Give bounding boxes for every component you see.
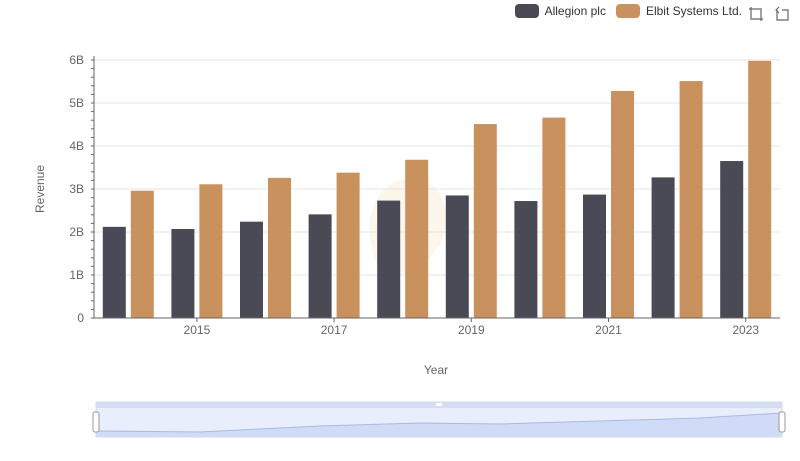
bar-allegion-2019[interactable] <box>445 195 469 318</box>
x-tick-label: 2017 <box>321 323 348 337</box>
legend-label-allegion: Allegion plc <box>544 4 606 18</box>
legend: Allegion plc Elbit Systems Ltd. <box>514 4 742 18</box>
bar-allegion-2017[interactable] <box>308 214 332 318</box>
bars <box>102 60 772 319</box>
legend-swatch-allegion <box>514 4 539 18</box>
x-tick-label: 2023 <box>732 323 759 337</box>
datazoom-handle-left[interactable] <box>92 411 100 433</box>
y-tick-label: 6B <box>69 53 84 67</box>
bar-elbit-2014[interactable] <box>130 190 154 318</box>
bar-allegion-2020[interactable] <box>514 201 538 318</box>
x-axis-title: Year <box>424 363 448 377</box>
legend-item-elbit[interactable]: Elbit Systems Ltd. <box>615 4 742 18</box>
legend-label-elbit: Elbit Systems Ltd. <box>645 4 742 18</box>
zoom-icon[interactable] <box>748 6 764 22</box>
bar-allegion-2022[interactable] <box>651 177 675 318</box>
bar-elbit-2020[interactable] <box>542 117 566 319</box>
bar-allegion-2018[interactable] <box>377 200 401 318</box>
x-tick-label: 2015 <box>184 323 211 337</box>
bar-elbit-2023[interactable] <box>748 60 772 319</box>
y-tick-label: 4B <box>69 139 84 153</box>
axes: 0 1B 2B 3B 4B 5B 6B 2015 2017 2019 2021 2023 <box>69 53 780 337</box>
datazoom-move-handle[interactable] <box>436 403 442 406</box>
bar-allegion-2014[interactable] <box>102 226 126 318</box>
x-tick-label: 2021 <box>595 323 622 337</box>
toolbox <box>748 6 790 22</box>
y-tick-label: 3B <box>69 182 84 196</box>
datazoom-preview-line <box>95 412 783 433</box>
bar-allegion-2021[interactable] <box>583 194 606 318</box>
bar-elbit-2019[interactable] <box>473 124 497 318</box>
y-tick-label: 5B <box>69 96 84 110</box>
bar-elbit-2021[interactable] <box>611 90 634 319</box>
datazoom-handle-right[interactable] <box>778 411 786 433</box>
restore-icon[interactable] <box>774 6 790 22</box>
bar-allegion-2015[interactable] <box>171 228 195 318</box>
y-tick-label: 0 <box>77 311 84 325</box>
bar-elbit-2016[interactable] <box>268 177 291 318</box>
datazoom-preview-area <box>96 413 782 437</box>
legend-swatch-elbit <box>615 4 640 18</box>
bar-elbit-2018[interactable] <box>405 159 429 318</box>
legend-item-allegion[interactable]: Allegion plc <box>514 4 606 18</box>
bar-allegion-2016[interactable] <box>240 221 263 318</box>
datazoom-slider[interactable] <box>92 401 786 438</box>
x-tick-label: 2019 <box>458 323 485 337</box>
bar-elbit-2015[interactable] <box>199 184 223 318</box>
bar-elbit-2022[interactable] <box>679 81 703 318</box>
y-axis-title: Revenue <box>33 165 47 213</box>
y-tick-label: 1B <box>69 268 84 282</box>
y-tick-label: 2B <box>69 225 84 239</box>
bar-elbit-2017[interactable] <box>336 172 360 318</box>
bar-allegion-2023[interactable] <box>720 161 744 318</box>
